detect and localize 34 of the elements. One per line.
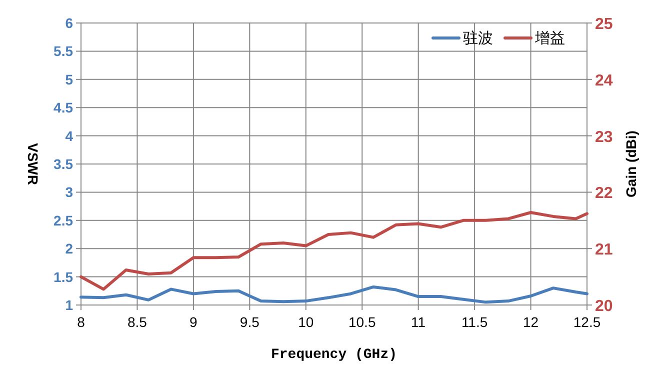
y-tick-label: 5.5 [54, 43, 74, 60]
x-tick-label: 12.5 [573, 314, 601, 330]
x-axis-title: Frequency (GHz) [270, 347, 398, 363]
y2-axis-title: Gain (dBi) [623, 130, 639, 198]
y-tick-label: 6 [65, 15, 74, 31]
y2-tick-label: 24 [595, 72, 613, 90]
y-axis-title: VSWR [25, 143, 41, 185]
y-tick-label: 3.5 [54, 156, 74, 172]
y2-tick-label: 21 [595, 242, 613, 259]
y-tick-label: 1.5 [54, 268, 74, 285]
y-tick-label: 5 [65, 71, 74, 88]
y-tick-label: 3 [65, 184, 74, 200]
x-tick-label: 9.5 [240, 314, 260, 330]
legend-label: 增益 [534, 29, 565, 47]
y-tick-label: 4 [65, 128, 74, 144]
y-tick-label: 1 [65, 297, 74, 313]
y-tick-label: 2 [65, 240, 74, 257]
y2-tick-label: 22 [595, 185, 613, 202]
x-tick-label: 11 [411, 314, 426, 330]
y2-tick-label: 20 [595, 298, 613, 315]
x-tick-label: 8.5 [127, 314, 148, 330]
line-series [80, 285, 588, 304]
x-tick-label: 10 [298, 314, 314, 330]
y-tick-label: 2.5 [54, 212, 74, 228]
y2-tick-label: 25 [595, 16, 613, 33]
y2-tick-label: 23 [595, 128, 613, 146]
x-tick-label: 9 [190, 314, 198, 330]
line-series [80, 211, 588, 291]
x-tick-label: 11.5 [461, 314, 488, 330]
legend-label: 驻波 [463, 29, 493, 47]
x-tick-label: 10.5 [348, 314, 376, 330]
y-tick-label: 4.5 [54, 100, 74, 116]
x-tick-label: 8 [77, 314, 86, 330]
x-tick-label: 12 [522, 314, 539, 330]
